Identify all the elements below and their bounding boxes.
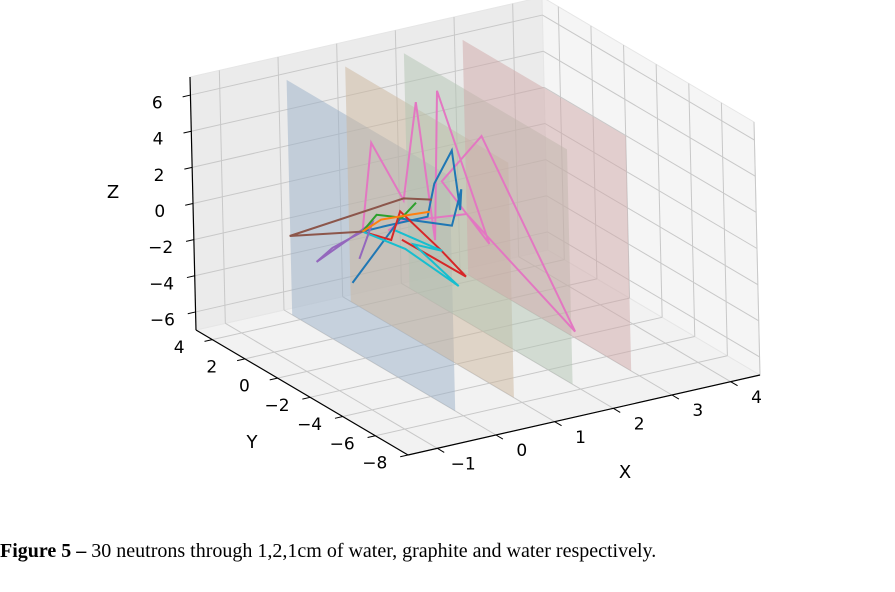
z-tick-label: 6 <box>152 94 163 114</box>
z-tick-label: 2 <box>154 166 165 186</box>
grid-z-right <box>542 14 755 141</box>
figure-number: Figure 5 – <box>0 540 87 562</box>
y-tick-label-mark <box>237 358 246 362</box>
y-tick-label: −4 <box>297 415 322 435</box>
x-tick-label-mark <box>495 434 504 440</box>
plot-3d: −1 0 1 2 3 4 4 2 0 −2 −4 −6 −8 6 4 2 0 −2 −4 −6 X Y Z <box>107 0 762 483</box>
z-axis-label: Z <box>107 182 119 203</box>
y-tick-label-mark <box>367 435 376 439</box>
z-tick-label-mark <box>185 203 194 206</box>
x-tick-label-mark <box>671 394 680 400</box>
z-tick-label-mark <box>184 166 193 170</box>
z-tick-label: −4 <box>149 274 174 294</box>
grid-y-floor <box>375 355 728 437</box>
x-tick-label: 0 <box>516 441 527 461</box>
z-tick-label: 0 <box>154 202 165 222</box>
x-axis-label: X <box>619 462 631 483</box>
y-axis-line <box>195 329 409 456</box>
grid-z-right <box>543 50 756 177</box>
caption-text: 30 neutrons through 1,2,1cm of water, gr… <box>86 540 657 562</box>
x-axis-line <box>407 374 761 456</box>
z-tick-label-mark <box>186 275 195 279</box>
x-tick-label: 2 <box>634 415 645 435</box>
y-tick-label: 2 <box>206 357 217 377</box>
z-tick-label: 4 <box>153 130 164 150</box>
z-tick-label: −2 <box>148 238 173 258</box>
y-axis-label: Y <box>246 432 259 453</box>
y-tick-label: −2 <box>264 396 289 416</box>
material-planes <box>286 39 632 412</box>
axis-lines <box>182 76 761 458</box>
x-tick-label: 4 <box>751 388 762 408</box>
y-tick-label: 0 <box>239 377 250 397</box>
material-plane <box>462 39 632 372</box>
neutron-trajectory <box>361 90 577 333</box>
y-tick-label-mark <box>334 416 343 419</box>
grid-y-floor <box>342 336 695 418</box>
x-tick-label-mark <box>437 447 445 453</box>
y-tick-label: −8 <box>362 454 387 474</box>
y-tick-label: −6 <box>330 434 355 454</box>
z-tick-label-mark <box>182 94 191 98</box>
z-tick-label-mark <box>183 130 192 134</box>
z-tick-label: −6 <box>150 311 175 331</box>
trajectories <box>289 90 577 333</box>
neutron-trajectory <box>289 197 433 237</box>
x-tick-label: 3 <box>692 401 703 421</box>
neutron-trajectory <box>351 147 463 284</box>
x-tick-label: −1 <box>451 455 476 475</box>
neutron-trajectory <box>362 209 467 278</box>
y-tick-label-mark <box>400 454 409 458</box>
tick-labels: −1 0 1 2 3 4 4 2 0 −2 −4 −6 −8 6 4 2 0 −2 −4 −6 <box>148 94 762 475</box>
neutron-trajectory <box>362 229 460 287</box>
neutron-trajectory <box>361 210 430 233</box>
z-tick-label-mark <box>187 311 196 315</box>
figure-caption: Figure 5 – 30 neutrons through 1,2,1cm o… <box>0 540 895 563</box>
x-tick-label-mark <box>554 421 562 427</box>
y-tick-label-mark <box>269 377 278 381</box>
y-tick-label: 4 <box>174 338 185 358</box>
x-tick-label: 1 <box>575 428 586 448</box>
y-tick-label-mark <box>204 339 213 342</box>
z-tick-label-mark <box>185 239 194 242</box>
x-tick-label-mark <box>613 407 621 413</box>
neutron-trajectory <box>315 219 375 263</box>
grid-x-floor <box>225 322 438 449</box>
grid-z-right <box>543 86 757 213</box>
neutron-trajectory <box>361 202 417 233</box>
grid-z-back <box>190 14 543 96</box>
x-tick-label-mark <box>730 381 738 387</box>
y-tick-label-mark <box>302 396 311 400</box>
